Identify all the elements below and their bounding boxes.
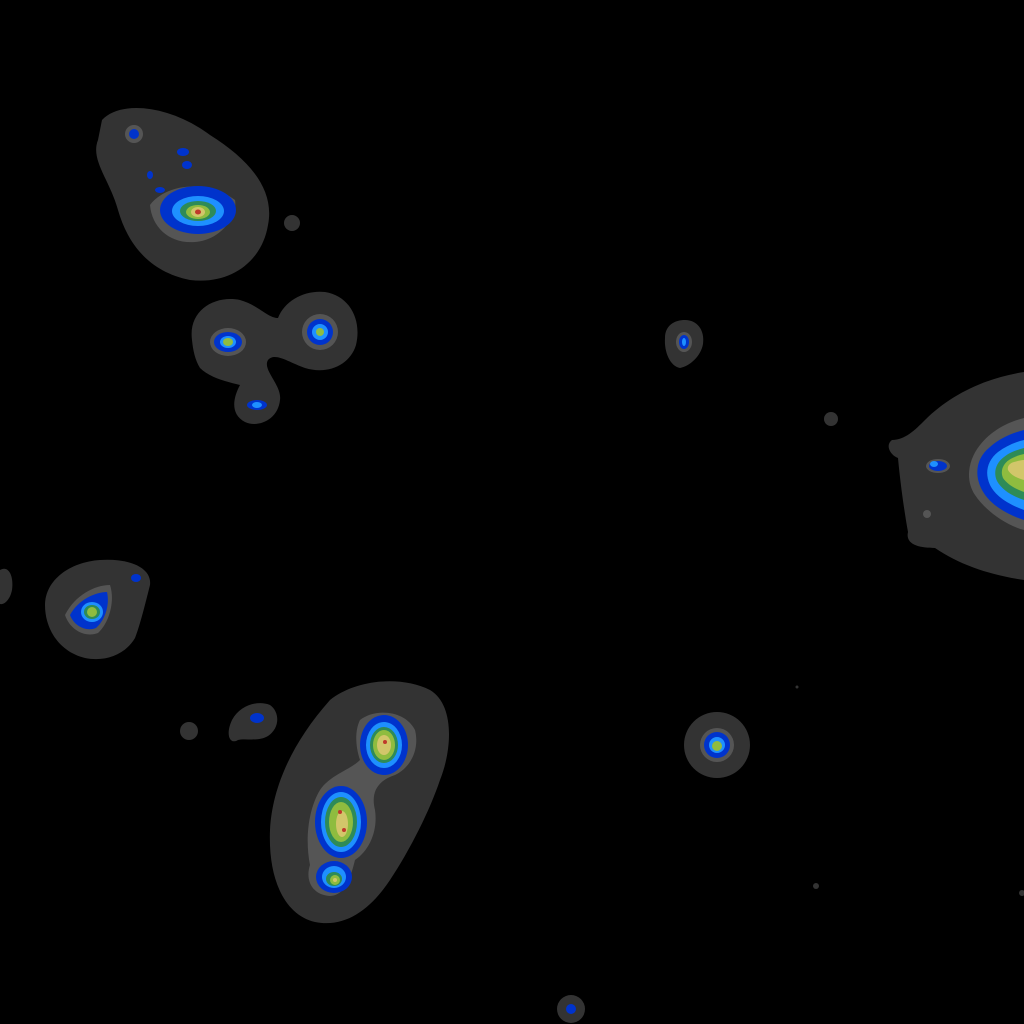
low-ring xyxy=(250,713,264,723)
peak xyxy=(338,810,342,814)
mid-ring xyxy=(316,328,324,336)
peak xyxy=(383,740,387,744)
cluster-small-left-lower xyxy=(228,703,278,742)
cluster-right-lower xyxy=(684,712,750,778)
high-ring xyxy=(336,811,348,837)
small-dot xyxy=(180,722,198,740)
blob xyxy=(182,161,192,169)
tiny-dot xyxy=(1019,890,1024,896)
cluster-right-edge xyxy=(888,372,1024,580)
mid-low-ring xyxy=(682,338,686,346)
blob xyxy=(131,574,141,582)
mid-ring xyxy=(712,741,722,751)
blob xyxy=(147,171,153,179)
cluster-top-left xyxy=(96,108,270,281)
mid-ring xyxy=(223,338,233,346)
cluster-bottom-small xyxy=(557,995,585,1023)
blob xyxy=(155,187,165,193)
cluster-left-mid xyxy=(0,559,151,660)
low-ring xyxy=(566,1004,576,1014)
small-peak xyxy=(923,510,931,518)
halo xyxy=(228,703,278,742)
small-dot xyxy=(824,412,838,426)
cluster-bottom-center xyxy=(269,681,450,924)
high-ring xyxy=(333,878,337,882)
cluster-small-mid xyxy=(664,320,704,368)
small-dot xyxy=(284,215,300,231)
halo xyxy=(0,568,13,605)
small-peak-core xyxy=(129,129,139,139)
peak xyxy=(195,209,201,215)
mid-low-ring xyxy=(252,402,262,408)
peak xyxy=(342,828,346,832)
tiny-dot xyxy=(795,685,799,689)
halo xyxy=(888,372,1024,580)
tiny-dot xyxy=(813,883,819,889)
blob xyxy=(177,148,189,156)
mid-low-ring xyxy=(930,461,938,467)
cluster-trilobe xyxy=(191,291,358,424)
high-ring xyxy=(1007,460,1024,480)
high-ring xyxy=(377,735,391,755)
mid-high-ring xyxy=(87,607,97,617)
